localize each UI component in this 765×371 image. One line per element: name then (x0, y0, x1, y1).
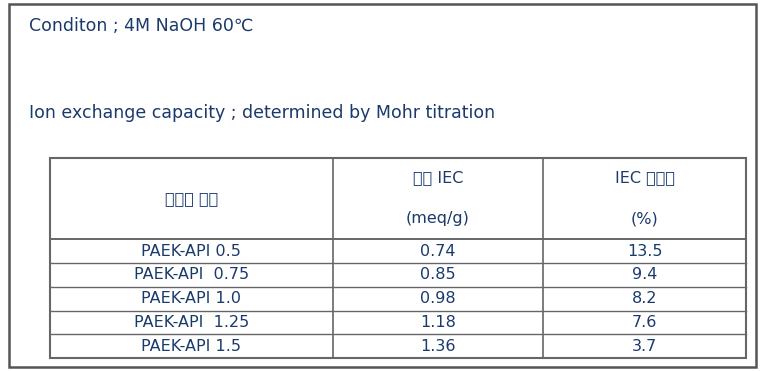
Text: PAEK-API  1.25: PAEK-API 1.25 (134, 315, 249, 330)
Text: 7.6: 7.6 (632, 315, 657, 330)
Text: Ion exchange capacity ; determined by Mohr titration: Ion exchange capacity ; determined by Mo… (29, 104, 495, 122)
Text: PAEK-API  0.75: PAEK-API 0.75 (134, 267, 249, 282)
Text: 0.85: 0.85 (420, 267, 456, 282)
Text: Conditon ; 4M NaOH 60℃: Conditon ; 4M NaOH 60℃ (29, 17, 253, 35)
Text: PAEK-API 0.5: PAEK-API 0.5 (142, 244, 241, 259)
Text: 8.2: 8.2 (632, 291, 657, 306)
Text: 고분자 시료: 고분자 시료 (164, 191, 218, 206)
Text: IEC 감소율: IEC 감소율 (614, 171, 675, 186)
Text: PAEK-API 1.0: PAEK-API 1.0 (142, 291, 241, 306)
Text: PAEK-API 1.5: PAEK-API 1.5 (142, 339, 241, 354)
Text: 3.7: 3.7 (632, 339, 657, 354)
Text: 초기 IEC: 초기 IEC (413, 171, 463, 186)
Bar (50, 158, 746, 358)
Text: 1.36: 1.36 (420, 339, 456, 354)
Text: (meq/g): (meq/g) (406, 211, 470, 226)
Text: 0.98: 0.98 (420, 291, 456, 306)
Text: 9.4: 9.4 (632, 267, 657, 282)
Text: 13.5: 13.5 (627, 244, 662, 259)
Text: 1.18: 1.18 (420, 315, 456, 330)
Text: 0.74: 0.74 (420, 244, 456, 259)
Text: (%): (%) (630, 211, 659, 226)
